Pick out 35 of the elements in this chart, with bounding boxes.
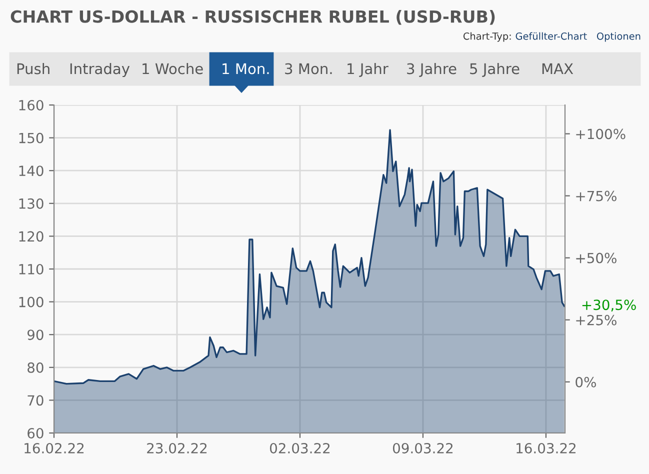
y-tick-label: 120 — [19, 231, 44, 242]
text: Push — [17, 62, 50, 74]
y-tick-label: 150 — [19, 132, 44, 144]
y-tick-label: 110 — [19, 264, 44, 274]
chart-title: CHART US-DOLLAR - RUSSISCHER RUBEL (USD-RUB) — [10, 10, 495, 25]
text: Gefüllter-Chart — [516, 32, 587, 40]
text: 1 Mon. — [222, 63, 269, 74]
text: 5 Jahre — [470, 62, 520, 77]
text: 1 Jahr — [348, 62, 388, 77]
y-tick-label: 80 — [28, 362, 44, 373]
x-tick-label: 16.02.22 — [24, 442, 84, 454]
y-tick-label: 90 — [27, 330, 44, 340]
annotation: +30,5% — [582, 300, 636, 312]
y2-tick-label: +100% — [576, 128, 626, 140]
x-tick-label: 02.03.22 — [270, 442, 330, 454]
y2-tick-label: 0% — [576, 376, 596, 388]
x-tick-label: 16.03.22 — [516, 442, 576, 454]
y2-tick-label: +50% — [576, 252, 616, 264]
text: Optionen — [596, 32, 640, 42]
text: Intraday — [70, 62, 130, 78]
y2-tick-label: +75% — [576, 190, 616, 202]
text: 3 Jahre — [407, 62, 456, 77]
y-tick-label: 130 — [19, 198, 44, 209]
text: Chart-Typ: — [463, 32, 511, 42]
x-tick-label: 23.02.22 — [147, 442, 207, 454]
y-tick-label: 160 — [19, 100, 44, 110]
text: 1 Woche — [142, 62, 203, 74]
x-tick-label: 09.03.22 — [392, 442, 453, 454]
y2-tick-label: +25% — [576, 314, 616, 326]
text: 3 Mon. — [285, 63, 332, 74]
y-tick-label: 140 — [19, 166, 44, 176]
y-tick-label: 70 — [28, 395, 44, 406]
y-tick-label: 60 — [28, 428, 44, 438]
text: MAX — [542, 63, 574, 74]
y-tick-label: 100 — [19, 296, 44, 308]
